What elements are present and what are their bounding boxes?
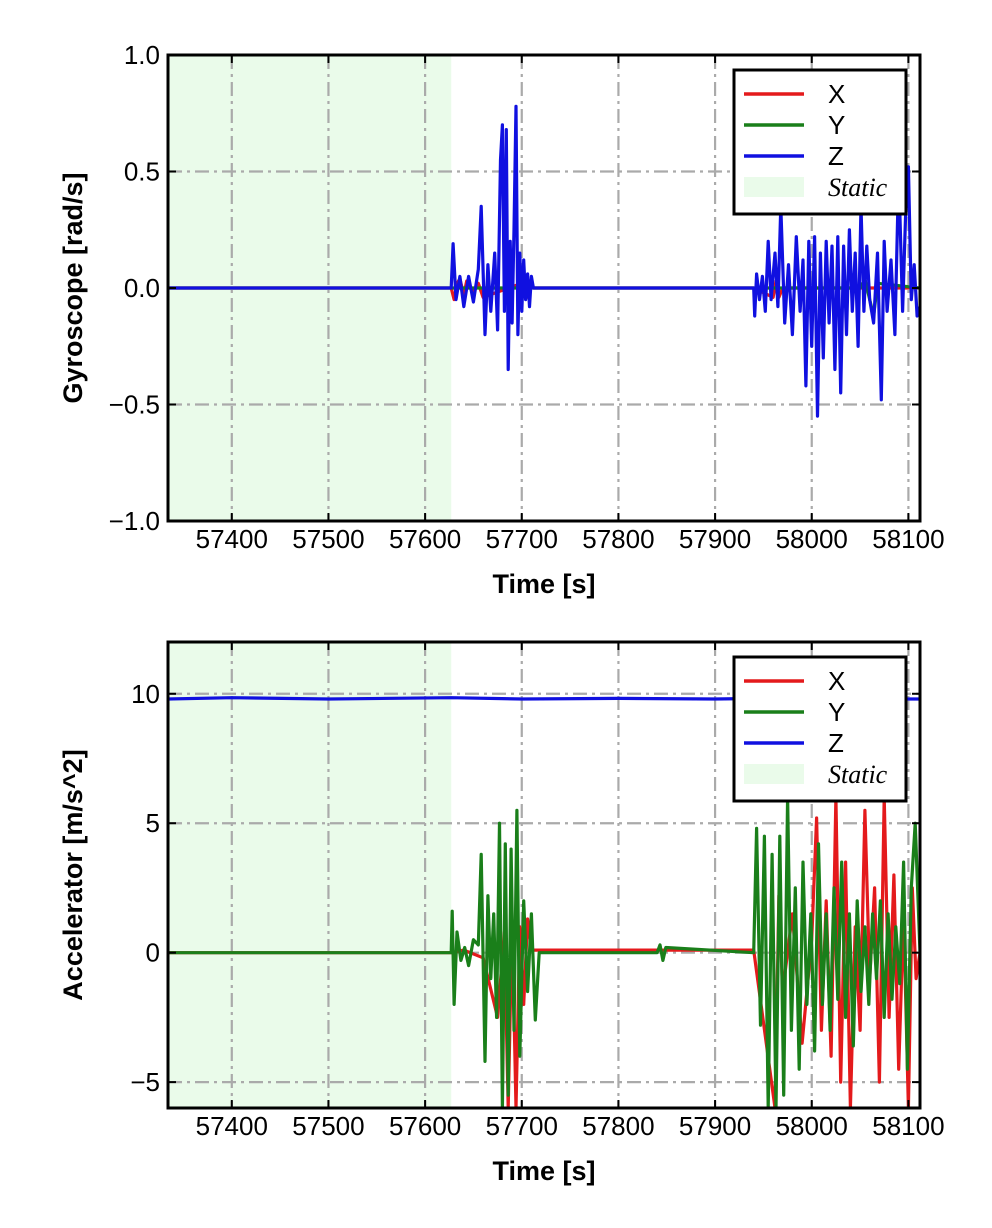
gyro-xtick-label: 57600 bbox=[389, 524, 461, 554]
gyro-xtick-label: 57400 bbox=[196, 524, 268, 554]
gyro-series-z bbox=[168, 104, 920, 418]
accel-legend-swatch-static bbox=[744, 764, 804, 784]
accel-xtick-label: 58000 bbox=[776, 1111, 848, 1141]
accel-xtick-label: 57600 bbox=[389, 1111, 461, 1141]
accel-legend-label-x: X bbox=[828, 666, 845, 696]
accel-legend-label-z: Z bbox=[828, 728, 844, 758]
accel-xlabel: Time [s] bbox=[492, 1156, 595, 1186]
gyro-ytick-label: −0.5 bbox=[109, 390, 160, 420]
accel-legend-label-y: Y bbox=[828, 697, 845, 727]
gyro-xtick-label: 57900 bbox=[679, 524, 751, 554]
gyro-xtick-label: 58000 bbox=[776, 524, 848, 554]
accel-chart: 57400 57500 57600 57700 57800 57900 58000 58100… bbox=[58, 640, 945, 1186]
accel-static-region bbox=[168, 642, 452, 1108]
gyro-xtick-label: 58100 bbox=[872, 524, 944, 554]
accel-xtick-label: 57500 bbox=[292, 1111, 364, 1141]
gyro-legend-label-static: Static bbox=[828, 173, 888, 202]
accel-xtick-label: 58100 bbox=[872, 1111, 944, 1141]
accel-ytick-label: −5 bbox=[130, 1067, 160, 1097]
accel-ytick-label: 10 bbox=[131, 679, 160, 709]
accel-xtick-label: 57700 bbox=[486, 1111, 558, 1141]
accel-ytick-label: 5 bbox=[146, 808, 160, 838]
accel-legend-label-static: Static bbox=[828, 760, 888, 789]
gyro-xtick-label: 57800 bbox=[582, 524, 654, 554]
accel-ylabel: Accelerator [m/s^2] bbox=[58, 749, 88, 1000]
gyro-chart: 57400 57500 57600 57700 57800 57900 58000 58100… bbox=[58, 40, 945, 599]
gyro-xtick-label: 57500 bbox=[292, 524, 364, 554]
gyro-ytick-label: 1.0 bbox=[124, 40, 160, 70]
gyro-ytick-label: −1.0 bbox=[109, 506, 160, 536]
gyro-xlabel: Time [s] bbox=[492, 569, 595, 599]
gyro-ylabel: Gyroscope [rad/s] bbox=[58, 172, 88, 403]
gyro-ytick-label: 0.5 bbox=[124, 157, 160, 187]
gyro-legend-label-x: X bbox=[828, 79, 845, 109]
accel-xtick-label: 57900 bbox=[679, 1111, 751, 1141]
gyro-legend-swatch-static bbox=[744, 177, 804, 197]
accel-ytick-label: 0 bbox=[146, 938, 160, 968]
accel-xtick-label: 57800 bbox=[582, 1111, 654, 1141]
gyro-ytick-label: 0.0 bbox=[124, 273, 160, 303]
accel-axes-frame bbox=[166, 640, 922, 1110]
accel-xtick-label: 57400 bbox=[196, 1111, 268, 1141]
accel-series-y bbox=[168, 795, 920, 1108]
gyro-legend-label-y: Y bbox=[828, 110, 845, 140]
gyro-legend-label-z: Z bbox=[828, 141, 844, 171]
gyro-series-group bbox=[168, 104, 920, 418]
gyro-xtick-label: 57700 bbox=[486, 524, 558, 554]
